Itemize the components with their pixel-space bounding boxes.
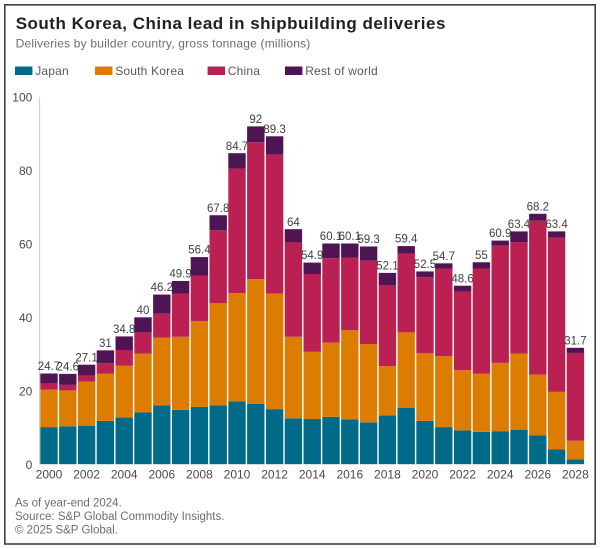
svg-text:89.3: 89.3: [263, 124, 285, 136]
svg-text:2012: 2012: [261, 468, 288, 482]
svg-text:68.2: 68.2: [527, 201, 549, 213]
svg-text:59.3: 59.3: [357, 234, 379, 246]
svg-text:20: 20: [19, 385, 33, 399]
svg-text:67.8: 67.8: [207, 203, 229, 215]
svg-text:31.7: 31.7: [564, 335, 586, 347]
svg-text:China: China: [228, 64, 260, 78]
svg-text:© 2025 S&P Global.: © 2025 S&P Global.: [15, 524, 118, 536]
svg-text:South Korea, China lead in shi: South Korea, China lead in shipbuilding …: [16, 14, 446, 33]
svg-text:49.9: 49.9: [169, 269, 191, 281]
svg-text:92: 92: [249, 114, 262, 126]
svg-text:31: 31: [99, 338, 112, 350]
svg-text:2008: 2008: [186, 468, 213, 482]
svg-text:52.1: 52.1: [376, 260, 398, 272]
svg-text:54.7: 54.7: [433, 251, 455, 263]
svg-text:54.9: 54.9: [301, 250, 323, 262]
svg-text:56.4: 56.4: [188, 245, 211, 257]
svg-text:24.6: 24.6: [57, 361, 79, 373]
svg-text:59.4: 59.4: [395, 234, 418, 246]
svg-text:2010: 2010: [224, 468, 251, 482]
svg-text:27.1: 27.1: [75, 352, 97, 364]
svg-text:84.7: 84.7: [226, 141, 248, 153]
svg-text:Source: S&P Global Commodity I: Source: S&P Global Commodity Insights.: [15, 511, 224, 523]
svg-text:48.6: 48.6: [451, 273, 473, 285]
svg-text:60.1: 60.1: [320, 231, 342, 243]
svg-text:2018: 2018: [374, 468, 401, 482]
svg-text:0: 0: [26, 458, 33, 472]
svg-text:South Korea: South Korea: [115, 64, 184, 78]
svg-text:2000: 2000: [36, 468, 63, 482]
svg-text:80: 80: [19, 164, 33, 178]
svg-text:2024: 2024: [487, 468, 514, 482]
svg-text:63.4: 63.4: [545, 219, 568, 231]
svg-text:64: 64: [287, 217, 300, 229]
svg-text:40: 40: [137, 305, 150, 317]
svg-text:60.9: 60.9: [489, 228, 511, 240]
svg-text:2006: 2006: [148, 468, 175, 482]
svg-text:2016: 2016: [336, 468, 363, 482]
svg-text:As of year-end 2024.: As of year-end 2024.: [15, 498, 122, 510]
svg-text:46.2: 46.2: [151, 282, 173, 294]
svg-text:34.8: 34.8: [113, 324, 135, 336]
svg-text:Japan: Japan: [35, 64, 69, 78]
svg-text:2020: 2020: [412, 468, 439, 482]
svg-text:Deliveries by builder country,: Deliveries by builder country, gross ton…: [16, 37, 311, 51]
svg-text:55: 55: [475, 250, 488, 262]
svg-text:24.7: 24.7: [38, 361, 60, 373]
svg-text:52.5: 52.5: [414, 259, 436, 271]
svg-text:2022: 2022: [449, 468, 476, 482]
svg-text:40: 40: [19, 311, 33, 325]
svg-text:2014: 2014: [299, 468, 326, 482]
svg-text:2026: 2026: [524, 468, 551, 482]
svg-text:Rest of world: Rest of world: [305, 64, 378, 78]
svg-text:2002: 2002: [73, 468, 100, 482]
svg-text:60: 60: [19, 238, 33, 252]
svg-text:60.1: 60.1: [339, 231, 361, 243]
svg-text:2004: 2004: [111, 468, 138, 482]
svg-text:100: 100: [12, 91, 32, 105]
svg-text:2028: 2028: [562, 468, 589, 482]
svg-text:63.4: 63.4: [508, 219, 531, 231]
